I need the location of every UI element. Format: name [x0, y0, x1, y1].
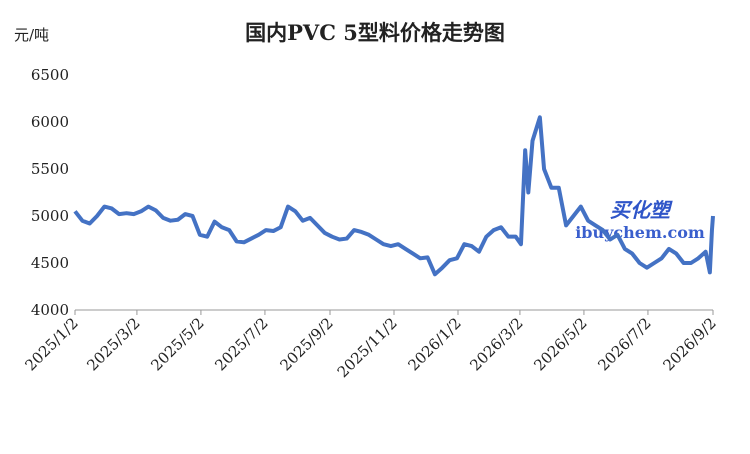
y-tick-label: 6000 [31, 113, 69, 131]
y-tick-label: 6500 [31, 66, 69, 84]
x-tick-label: 2025/5/2 [147, 314, 207, 374]
y-tick-label: 5500 [31, 160, 69, 178]
x-tick-label: 2026/7/2 [594, 314, 654, 374]
y-tick-label: 5000 [31, 207, 69, 225]
x-tick-label: 2025/1/2 [21, 314, 81, 374]
x-tick-label: 2026/5/2 [530, 314, 590, 374]
y-axis-label: 元/吨 [14, 26, 49, 44]
x-tick-label: 2026/9/2 [659, 314, 719, 374]
y-tick-label: 4000 [31, 301, 69, 319]
line-series [73, 115, 715, 277]
x-tick-label: 2026/1/2 [404, 314, 464, 374]
watermark: 买化塑 [610, 198, 673, 222]
x-tick-label: 2025/7/2 [211, 314, 271, 374]
x-tick-label: 2025/11/2 [334, 314, 401, 381]
x-tick-label: 2025/3/2 [83, 314, 143, 374]
y-tick-label: 4500 [31, 254, 69, 272]
x-tick-label: 2026/3/2 [466, 314, 526, 374]
chart-title: 国内PVC 5型料价格走势图 [245, 20, 505, 45]
x-tick-label: 2025/9/2 [276, 314, 336, 374]
